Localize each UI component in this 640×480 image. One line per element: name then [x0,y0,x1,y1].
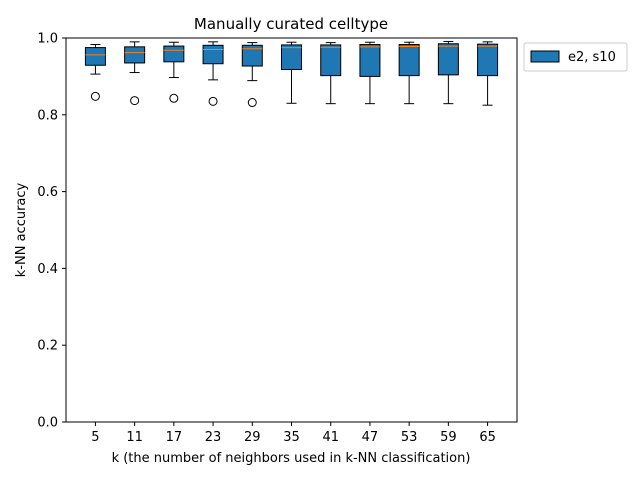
y-tick-label: 0.2 [37,339,58,354]
box-group [437,40,459,105]
x-tick-label: 23 [205,430,222,445]
box [281,44,302,70]
box [477,43,499,77]
box [241,44,263,67]
y-tick-label: 0.4 [37,262,58,277]
legend: e2, s10 [523,42,628,72]
x-tick-label: 65 [479,430,496,445]
y-tick-label: 0.6 [37,185,58,200]
x-tick-label: 53 [401,430,418,445]
y-tick-label: 0.8 [37,108,58,123]
outlier-point [130,96,140,106]
y-tick-label: 1.0 [37,32,58,47]
box [84,47,106,66]
box-group [320,42,342,105]
box-group [477,41,499,106]
box-group [281,41,302,104]
outlier-point [247,98,257,108]
box-group [359,41,381,105]
outlier-point [169,93,179,103]
x-axis-label: k (the number of neighbors used in k-NN … [112,451,471,466]
y-axis-label: k-NN accuracy [14,182,29,277]
x-tick-label: 47 [362,430,379,445]
box-group [241,42,263,108]
legend-frame [523,42,628,72]
box [359,44,381,77]
x-axis: 5 11 17 23 29 35 41 47 53 59 65 [91,422,496,445]
box [163,45,185,63]
box-group [124,41,146,106]
x-tick-label: 59 [440,430,457,445]
box-group [202,41,224,106]
box [398,44,420,77]
box [202,44,224,65]
x-tick-label: 35 [283,430,300,445]
outlier-point [208,96,218,106]
box [320,44,342,77]
x-tick-label: 29 [244,430,261,445]
box-group [84,44,106,101]
plot-area [84,40,499,108]
plot-frame [65,37,518,423]
legend-swatch [530,50,560,63]
x-tick-label: 41 [322,430,339,445]
box [437,43,459,76]
outlier-point [90,91,100,101]
box-group [163,41,185,103]
legend-label: e2, s10 [568,50,616,65]
y-tick-label: 0.0 [37,416,58,431]
box [124,46,146,64]
x-tick-label: 5 [91,430,99,445]
box-group [398,41,420,105]
x-tick-label: 17 [166,430,183,445]
x-tick-label: 11 [126,430,143,445]
chart-title: Manually curated celltype [194,15,388,33]
y-axis: 0.0 0.2 0.4 0.6 0.8 1.0 [37,32,66,431]
